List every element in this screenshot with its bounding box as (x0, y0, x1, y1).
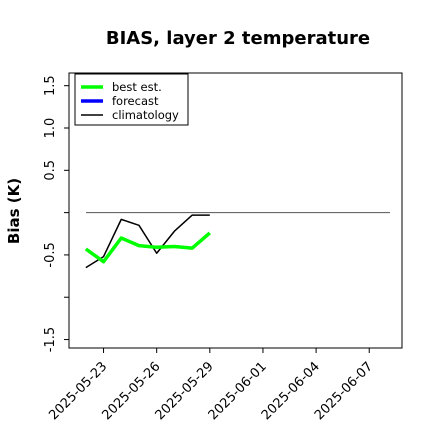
y-tick-label: -1.5 (43, 327, 58, 352)
y-axis-label: Bias (K) (5, 178, 23, 244)
series-line-climatology (85, 214, 210, 269)
series-line-best-est (84, 231, 211, 264)
y-tick-label: 0.5 (43, 160, 58, 181)
series-layer (84, 214, 211, 269)
legend-label-climatology: climatology (112, 108, 179, 122)
legend-label-forecast: forecast (112, 94, 159, 108)
chart-title: BIAS, layer 2 temperature (106, 28, 370, 49)
y-tick-label: -0.5 (43, 242, 58, 267)
legend-label-best-est: best est. (112, 80, 162, 94)
y-axis: -1.5 -0.5 0.5 1.0 1.5 (43, 75, 69, 352)
legend: best est. forecast climatology (74, 73, 189, 126)
y-tick-label: 1.0 (43, 118, 58, 139)
x-axis: 2025-05-232025-05-262025-05-292025-06-01… (46, 348, 376, 423)
y-tick-label: 1.5 (43, 75, 58, 96)
